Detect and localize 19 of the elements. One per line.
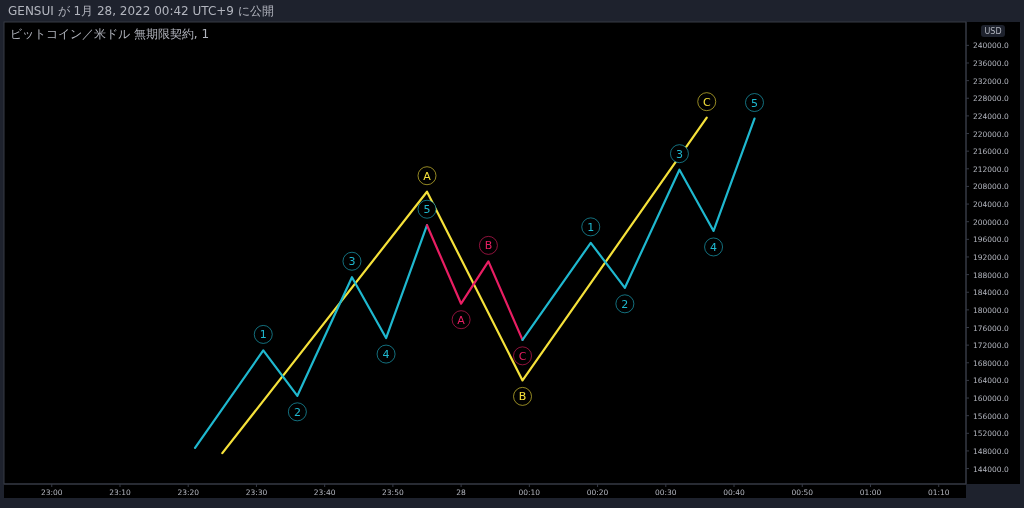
annotation: C — [702, 95, 711, 109]
annotation: 1 — [587, 220, 595, 234]
annotation: 4 — [382, 348, 390, 362]
annotation: GENSUI が 1月 28, 2022 00:42 UTC+9 に公開 — [8, 4, 274, 18]
annotation: 3 — [348, 255, 356, 269]
annotation: A — [423, 169, 431, 183]
annotation: 5 — [751, 96, 758, 110]
annotation: 2 — [293, 405, 301, 419]
annotation: 3 — [675, 147, 683, 161]
annotation: B — [518, 390, 527, 404]
annotation: 2 — [621, 297, 629, 311]
annotation: A — [457, 313, 465, 327]
annotation: B — [484, 239, 493, 253]
annotation: 5 — [423, 203, 431, 217]
annotation: C — [518, 349, 527, 363]
ylabel: USD — [984, 27, 1002, 36]
title: ビットコイン／米ドル 無期限契約, 1 — [10, 27, 210, 41]
annotation: 4 — [710, 240, 718, 254]
annotation: 1 — [259, 328, 267, 342]
